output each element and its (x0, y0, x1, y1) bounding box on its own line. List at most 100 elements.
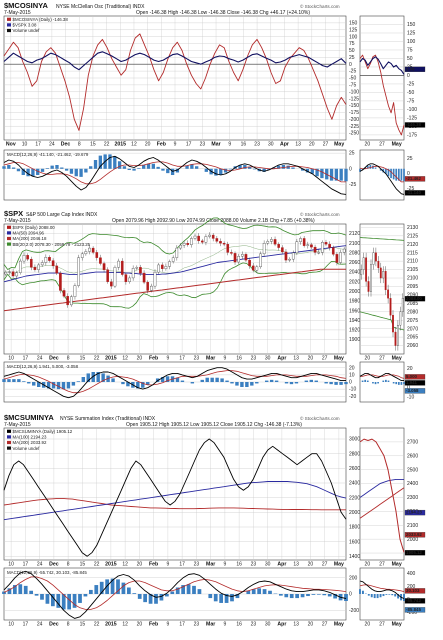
panel2-zoom-ytick: 2105 (407, 267, 418, 273)
macd1-histogram-bar (36, 168, 40, 176)
macd2-ytick: -10 (349, 387, 356, 393)
macd2-histogram-bar (175, 377, 180, 383)
panel1-xtick: 12 (131, 142, 137, 148)
panel2-candle (339, 252, 342, 263)
macd1-zoom-histogram-bar (379, 168, 382, 171)
macd2-histogram-bar (46, 382, 51, 389)
panel2-zoom-candle (382, 271, 385, 279)
panel3-xtick: 30 (265, 562, 271, 568)
macd2-histogram-bar (2, 379, 6, 383)
panel2-zoom-candle (396, 325, 399, 346)
macd1-histogram-bar (60, 167, 64, 169)
panel3-xtick: May (334, 562, 344, 568)
panel2-zoom-candle (392, 314, 394, 333)
macd3-zoom-signal-tag: 30.103 (406, 588, 420, 593)
macd1-histogram-bar (223, 168, 228, 173)
panel2-candle (324, 242, 328, 245)
panel1-series-mcosinya (3, 33, 347, 131)
panel3-zoom-ma100 (359, 478, 404, 498)
panel1-ytick: 125 (349, 27, 358, 33)
panel3-xtick: 17 (179, 562, 185, 568)
macd3-histogram-bar (344, 594, 348, 601)
panel2-candle (153, 271, 157, 287)
panel2-legend-entry: BB(20,2.0) 2078.30 - 2059.79 - 2123.25 (13, 242, 91, 247)
macd3-histogram-bar (333, 594, 338, 599)
panel1-xtick: 24 (49, 142, 55, 148)
panel2-candle (15, 272, 19, 277)
macd3-histogram-bar (262, 589, 267, 595)
macd3-histogram-bar (45, 594, 50, 604)
panel2-candle (33, 267, 37, 270)
macd3-zoom-signal-line (359, 584, 405, 592)
macd2-zoom-histogram-bar (377, 382, 379, 384)
panel2-candle (128, 277, 131, 282)
panel1-header: $MCOSINYA NYSE McClellan Osc (Traditiona… (4, 1, 340, 16)
panel2-zoom-ytick: 2085 (407, 301, 418, 307)
macd3-zoom-ytick: 400 (407, 571, 416, 577)
panel3-zoom-ytick: 2300 (407, 495, 418, 501)
panel2-legend-swatch (7, 225, 11, 229)
panel3-xtick: 16 (236, 562, 242, 568)
panel2-candle (193, 235, 197, 239)
macd1-ytick: 0 (349, 166, 352, 172)
panel1-xtick: 13 (295, 142, 301, 148)
macd1-zoom-signal-tag-bg (404, 176, 426, 182)
panel1-ytick: -75 (349, 82, 356, 88)
panel2-xtick: 10 (8, 356, 14, 362)
panel2-candle (277, 244, 280, 248)
macd2-histogram-bar (294, 382, 299, 384)
panel1-zoom-vspx-tag: 3.08 (406, 66, 415, 71)
panel3-main: 1400 1600 1800 2000 2200 2400 2600 2800 3000 $MCS… (3, 427, 360, 568)
panel2-zoom-bb-lower (359, 311, 405, 331)
macd3-histogram-bar (197, 589, 202, 595)
macd3-xtick: 20 (308, 622, 314, 628)
macd2-ytick: -20 (349, 394, 356, 400)
panel1-zoom-vspx-tag-bg (404, 66, 426, 72)
panel1-xtick: 22 (104, 142, 110, 148)
panel2-zoom-xtick: 27 (379, 356, 385, 362)
panel3-xtick: Dec (49, 562, 59, 568)
macd2-histogram-bar (274, 380, 279, 383)
macd2-zoom-ytick: 20 (407, 366, 413, 372)
macd3-histogram-bar (83, 594, 88, 597)
macd2-zoom-histogram-bar (392, 382, 395, 384)
macd1-histogram-bar (117, 161, 122, 169)
macd2-zoom-macd-tag: 1.941 (406, 380, 418, 385)
panel1-legend-entry: $VSPX 3.08 (13, 23, 37, 28)
macd3-zoom-histogram-bar (394, 594, 397, 597)
panel3-legend-swatch (7, 446, 11, 450)
macd1-histogram-bar (262, 168, 266, 172)
macd3-xtick: 20 (137, 622, 143, 628)
panel3-zoom-ytick: 2600 (407, 453, 418, 459)
panel2-candle (80, 253, 84, 258)
panel3-ytick: 2400 (349, 481, 360, 487)
panel2-candle (164, 266, 168, 269)
panel2-legend-swatch (7, 231, 11, 235)
panel2-zoom-price-tag-bg (404, 296, 426, 302)
macd2-histogram-bar (17, 379, 21, 383)
macd3-histogram-bar (186, 584, 191, 595)
panel2-legend-swatch (7, 236, 11, 241)
panel2-xtick: 20 (137, 356, 143, 362)
macd1-histogram-bar (11, 167, 16, 169)
panel1-ytick: 75 (349, 41, 355, 47)
panel2-candle (342, 248, 346, 253)
panel2-xtick: 22 (94, 356, 100, 362)
macd1-histogram-bar (26, 168, 30, 177)
panel3-legend-entry: MA(100) 2194.23 (13, 435, 47, 440)
panel1-xtick: 9 (228, 142, 231, 148)
macd1-histogram-bar (305, 168, 310, 173)
panel3-xtick: 22 (94, 562, 100, 568)
panel3-xtick: 27 (322, 562, 328, 568)
panel1-ytick: -125 (349, 96, 359, 102)
panel2-candle (160, 264, 164, 269)
macd2-zoom-histogram-bar (387, 380, 390, 383)
macd3-xtick: 10 (8, 622, 14, 628)
panel2-candle (197, 235, 200, 242)
panel2-candle (200, 240, 204, 243)
panel2-candle (139, 267, 142, 274)
panel1-zoom-ytick: 150 (407, 22, 416, 28)
